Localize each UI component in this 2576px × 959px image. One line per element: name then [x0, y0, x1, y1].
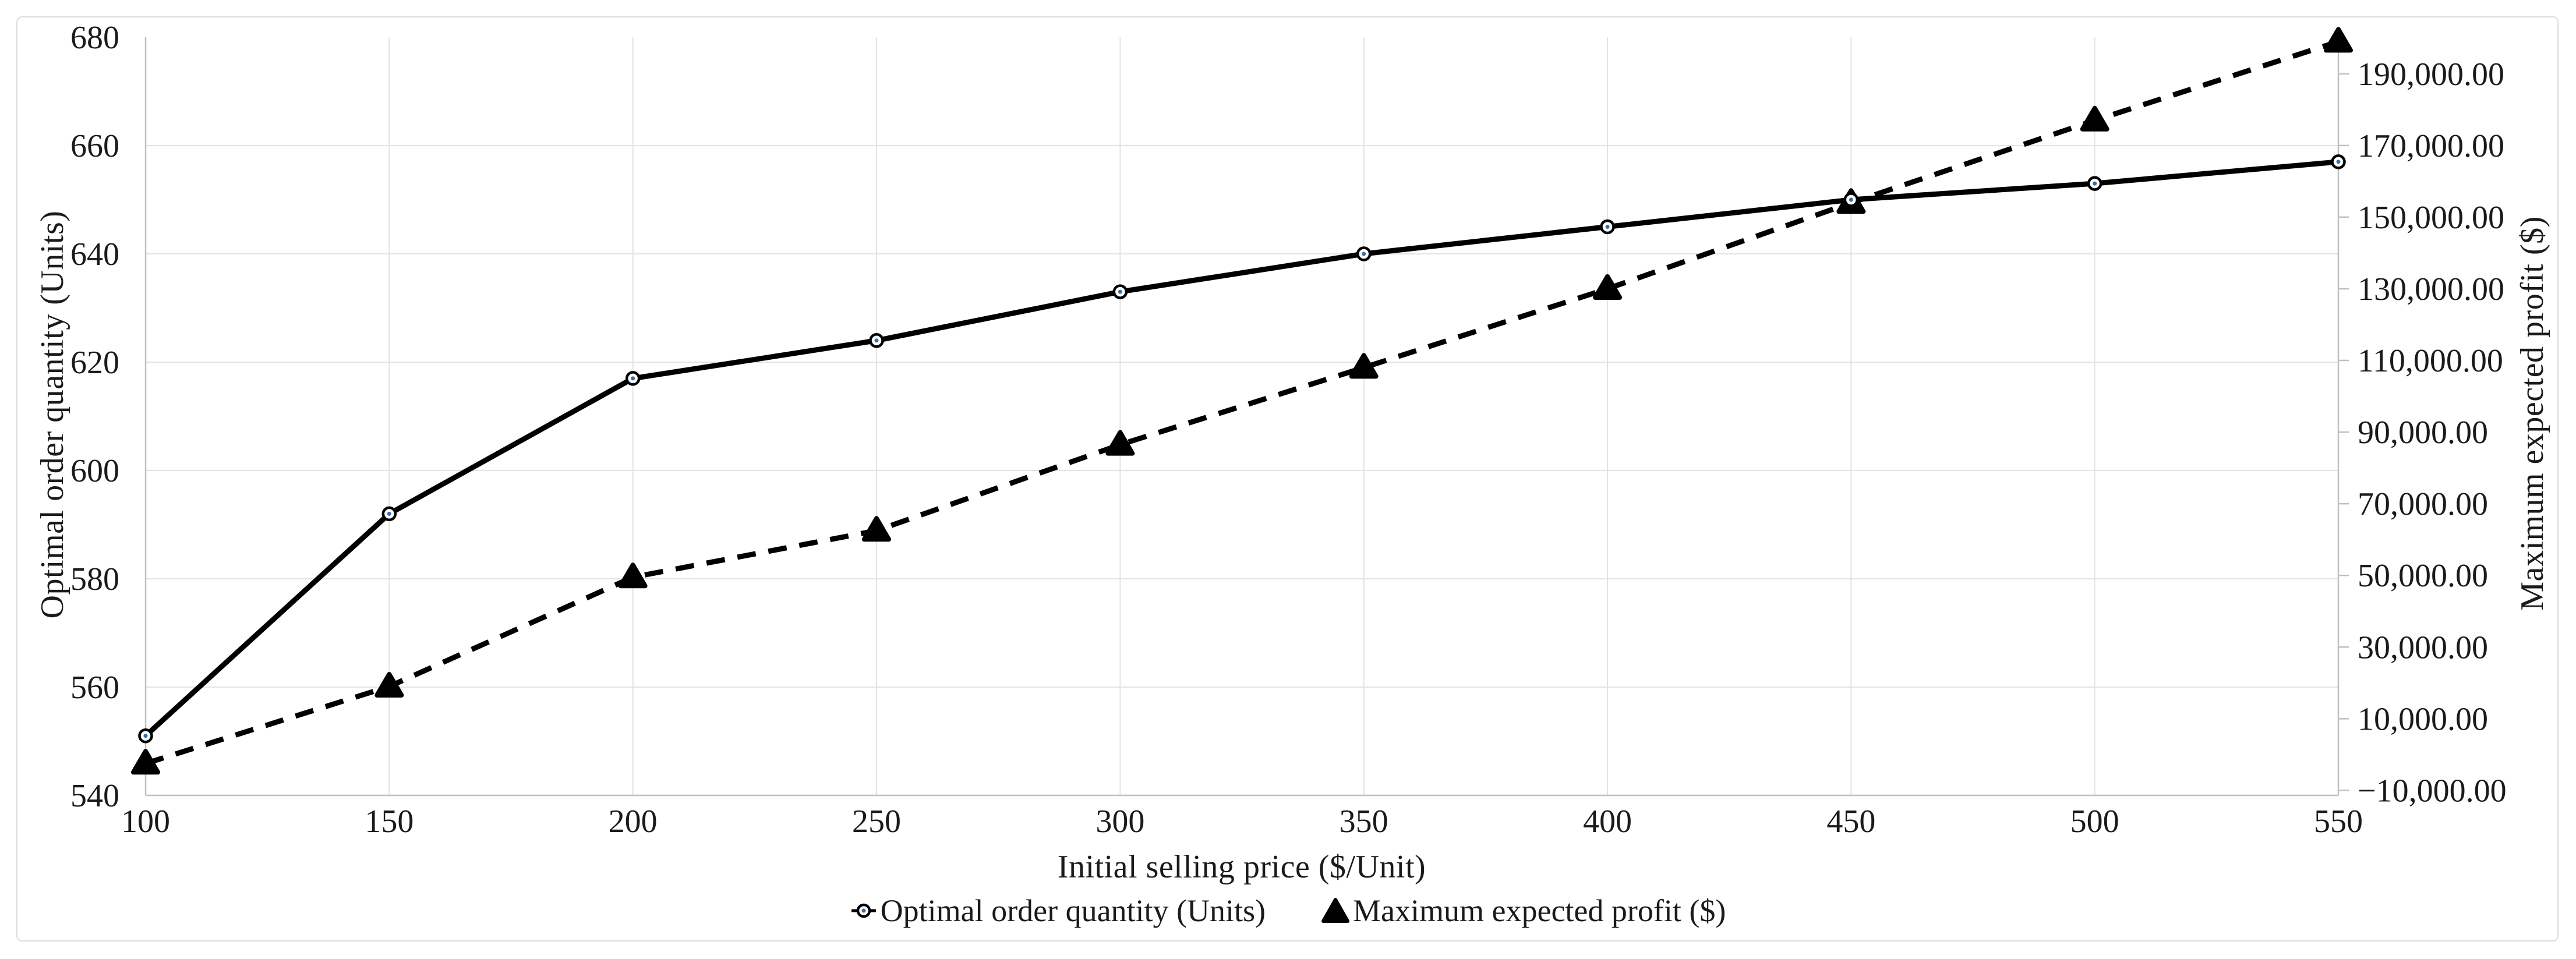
- circle-marker-center-dot: [874, 338, 879, 343]
- legend: Optimal order quantity (Units) Maximum e…: [0, 893, 2576, 929]
- circle-marker-center-dot: [1849, 197, 1853, 202]
- right-axis-tick-label: 110,000.00: [2358, 343, 2503, 379]
- legend-item-maximum-expected-profit: Maximum expected profit ($): [1321, 893, 1726, 929]
- x-axis-tick-label: 300: [1096, 804, 1144, 840]
- triangle-data-point-marker: [1349, 353, 1379, 379]
- right-axis-tick-label: 70,000.00: [2358, 486, 2488, 522]
- right-axis-tick-label: 190,000.00: [2358, 56, 2504, 93]
- circle-marker-center-dot: [1362, 252, 1366, 256]
- x-axis-tick-label: 100: [121, 804, 170, 840]
- triangle-data-point-marker: [131, 749, 160, 775]
- left-axis-tick-label: 680: [70, 20, 119, 56]
- triangle-data-point-marker: [1105, 430, 1135, 456]
- left-axis-tick-label: 600: [70, 453, 119, 489]
- right-axis-tick-label: 50,000.00: [2358, 558, 2488, 594]
- circle-marker-center-dot: [1605, 225, 1610, 229]
- triangle-data-point-marker: [862, 516, 891, 542]
- circle-marker-center-dot: [2093, 181, 2097, 186]
- triangle-data-point-marker: [618, 562, 648, 589]
- right-axis-tick-label: −10,000.00: [2358, 773, 2507, 809]
- circle-marker-center-dot: [143, 734, 148, 738]
- right-axis-title: Maximum expected profit ($): [2514, 216, 2550, 611]
- right-axis-tick-label: 30,000.00: [2358, 629, 2488, 666]
- x-axis-tick-label: 400: [1583, 804, 1632, 840]
- left-axis-title: Optimal order quantity (Units): [34, 210, 70, 619]
- left-axis-tick-label: 660: [70, 128, 119, 164]
- circle-marker-center-dot: [1118, 289, 1122, 294]
- triangle-data-point-marker: [374, 671, 404, 698]
- triangle-data-point-marker: [1593, 274, 1622, 300]
- x-axis-tick-label: 250: [852, 804, 901, 840]
- x-axis-tick-label: 550: [2314, 804, 2363, 840]
- left-axis-tick-label: 540: [70, 778, 119, 814]
- circle-marker-center-dot: [387, 511, 391, 516]
- legend-label-maximum-expected-profit: Maximum expected profit ($): [1353, 893, 1726, 928]
- x-axis-tick-label: 500: [2070, 804, 2119, 840]
- left-axis-tick-label: 560: [70, 670, 119, 706]
- x-axis-tick-label: 450: [1826, 804, 1875, 840]
- series-line-maximum-expected-profit: [144, 39, 2340, 766]
- left-axis-tick-label: 580: [70, 561, 119, 597]
- right-axis-tick-label: 90,000.00: [2358, 415, 2488, 451]
- circle-marker-center-dot: [631, 376, 635, 381]
- x-axis-tick-label: 350: [1340, 804, 1388, 840]
- circle-marker-center-dot: [2336, 160, 2341, 164]
- right-axis-tick-label: 150,000.00: [2358, 200, 2504, 236]
- left-axis-tick-label: 640: [70, 236, 119, 273]
- x-axis-tick-label: 200: [609, 804, 658, 840]
- right-axis-tick-label: 170,000.00: [2358, 128, 2504, 164]
- legend-circle-marker-icon: [851, 903, 876, 918]
- legend-item-optimal-order-quantity: Optimal order quantity (Units): [850, 893, 1266, 929]
- triangle-data-point-marker: [2080, 105, 2109, 132]
- x-axis-tick-label: 150: [365, 804, 414, 840]
- legend-triangle-marker-icon: [1321, 898, 1350, 923]
- right-axis-tick-label: 130,000.00: [2358, 271, 2504, 307]
- x-axis-title: Initial selling price ($/Unit): [1057, 849, 1426, 885]
- series-line-optimal-order-quantity: [143, 159, 2339, 738]
- triangle-data-point-marker: [2324, 27, 2353, 53]
- left-axis-tick-label: 620: [70, 345, 119, 381]
- right-axis-tick-label: 10,000.00: [2358, 701, 2488, 737]
- legend-label-optimal-order-quantity: Optimal order quantity (Units): [880, 893, 1266, 928]
